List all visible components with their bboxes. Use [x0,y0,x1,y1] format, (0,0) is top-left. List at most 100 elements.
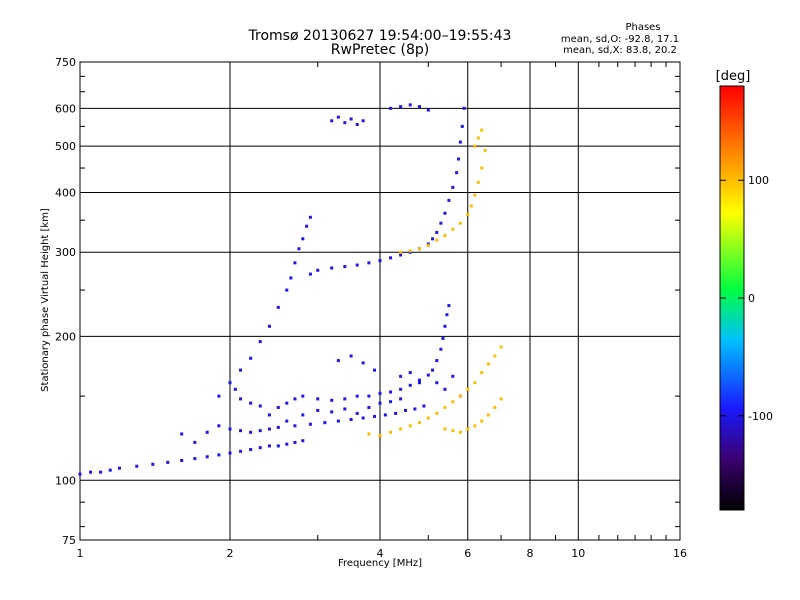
data-point-o [462,106,466,110]
axes: 1 2 4 6 8 10 16 75 100 200 300 400 500 600 750 [55,56,687,560]
data-point-x [473,144,477,148]
data-point-x [443,234,447,238]
x-tick-label: 10 [571,547,585,560]
data-point-x [499,397,503,401]
data-point-o [267,324,271,328]
data-point-x [417,247,421,251]
data-point-x [443,427,447,431]
colorbar-label: [deg] [716,69,751,84]
data-point-o [378,391,382,395]
data-point-o [458,140,462,144]
data-point-o [267,444,271,448]
data-point-o [330,410,334,414]
data-point-o [349,117,353,121]
data-point-x [451,227,455,231]
data-point-o [166,460,170,464]
data-point-o [426,373,430,377]
data-point-o [316,268,320,272]
data-point-o [258,340,262,344]
x-tick-label: 16 [673,547,687,560]
colorbar-tick-label: 100 [748,174,769,187]
data-point-x [476,136,480,140]
data-point-o [293,261,297,265]
data-point-o [228,381,232,385]
data-point-o [297,247,301,251]
data-point-o [349,418,353,422]
data-point-o [308,272,312,276]
data-point-o [289,276,293,280]
data-point-o [285,288,289,292]
data-point-o [267,427,271,431]
data-point-o [301,237,305,241]
data-point-o [267,413,271,417]
data-point-x [499,345,503,349]
data-point-x [466,387,470,391]
x-tick-label: 4 [377,547,384,560]
data-point-o [408,371,412,375]
data-point-x [480,371,484,375]
y-tick-label: 200 [55,330,76,343]
data-point-o [293,424,297,428]
data-point-x [466,427,470,431]
data-point-o [361,361,365,365]
y-tick-label: 750 [55,56,76,69]
data-point-o [330,398,334,402]
data-point-o [443,211,447,215]
data-point-o [417,378,421,382]
data-point-x [435,238,439,242]
data-point-o [399,397,403,401]
data-point-o [389,256,393,260]
y-tick-label: 300 [55,246,76,259]
colorbar-tick-label: 0 [748,292,755,305]
x-tick-label: 6 [464,547,471,560]
data-point-x [493,405,497,409]
data-point-o [343,265,347,269]
data-point-o [439,221,443,225]
data-point-o [305,224,309,228]
data-point-o [285,401,289,405]
data-point-o [239,429,243,433]
phases-o-line: mean, sd,O: -92.8, 17.1 [561,34,679,45]
data-point-o [394,411,398,415]
data-point-o [276,425,280,429]
data-point-o [431,368,435,372]
data-point-o [330,119,334,123]
data-point-o [276,305,280,309]
data-point-x [483,148,487,152]
data-point-x [399,250,403,254]
y-tick-label: 75 [62,534,76,547]
data-point-x [451,400,455,404]
data-point-o [285,442,289,446]
data-point-o [89,470,93,474]
data-point-o [258,429,262,433]
data-point-o [435,359,439,363]
data-point-x [389,430,393,434]
data-point-o [217,453,221,457]
data-point-x [378,434,382,438]
data-point-o [180,432,184,436]
y-tick-label: 400 [55,186,76,199]
data-point-o [336,419,340,423]
x-tick-label: 8 [527,547,534,560]
data-point-x [443,405,447,409]
data-point-o [383,413,387,417]
data-point-o [373,368,377,372]
data-point-x [426,416,430,420]
data-point-x [476,180,480,184]
data-point-o [233,387,237,391]
data-point-o [323,421,327,425]
data-point-x [426,243,430,247]
data-point-x [408,424,412,428]
data-point-o [460,124,464,128]
data-point-o [217,394,221,398]
y-tick-label: 100 [55,474,76,487]
data-point-x [469,204,473,208]
data-point-o [355,394,359,398]
data-point-o [239,397,243,401]
data-point-o [249,430,253,434]
x-tick-label: 1 [77,547,84,560]
data-point-o [367,394,371,398]
data-point-o [399,387,403,391]
data-point-o [399,105,403,109]
data-point-o [108,468,112,472]
